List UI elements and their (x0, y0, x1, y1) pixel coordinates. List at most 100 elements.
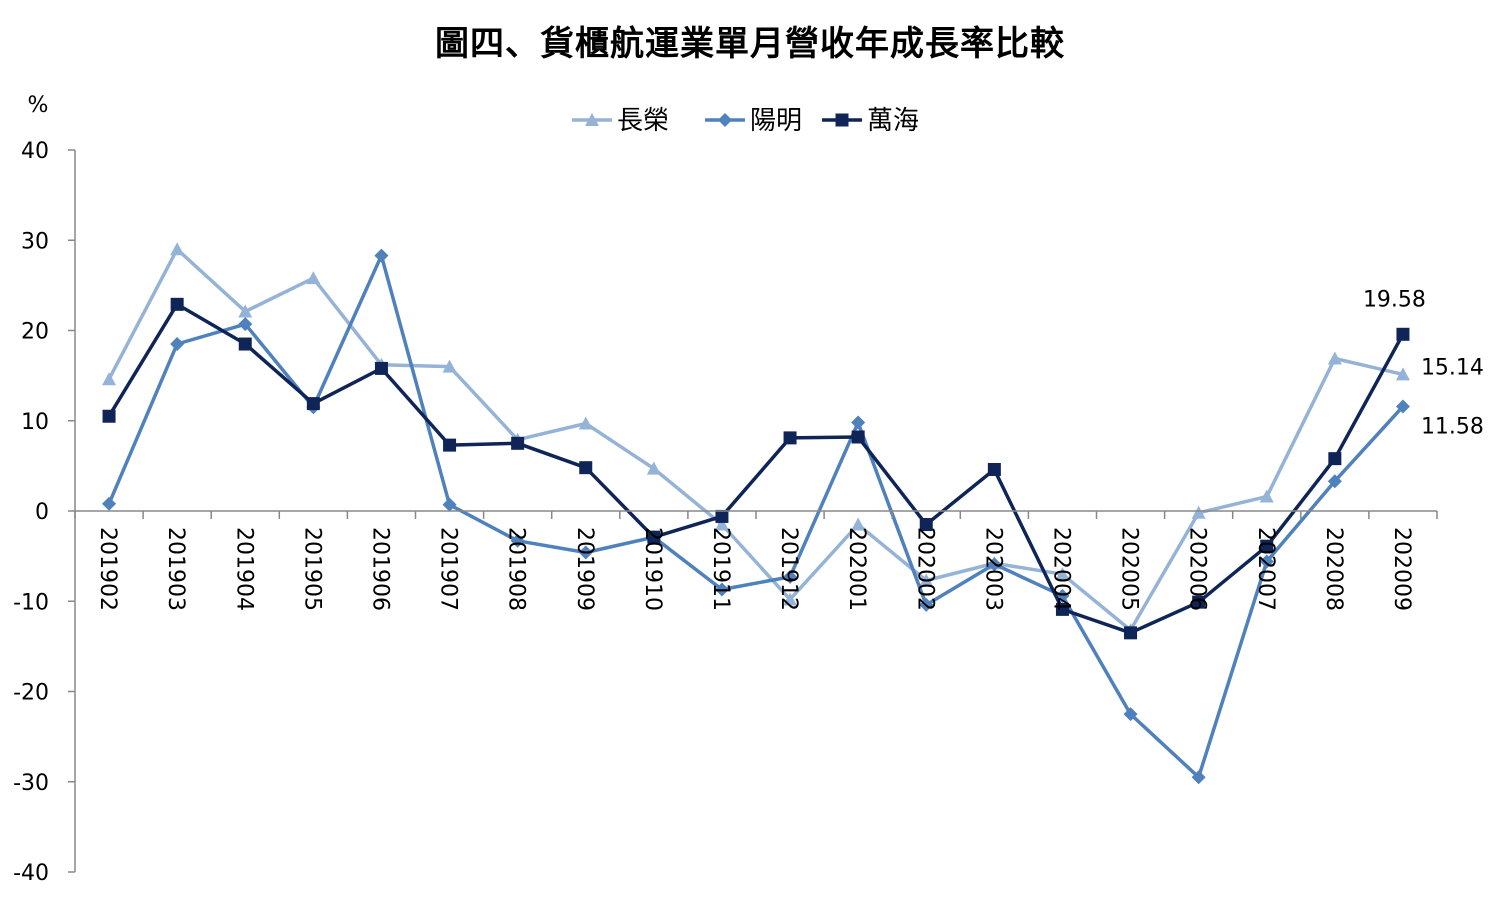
data-point-diamond (1191, 770, 1206, 785)
data-point-square (851, 430, 865, 444)
data-point-triangle (1259, 489, 1274, 503)
series-line (107, 247, 1404, 632)
legend-label: 長榮 (617, 106, 669, 136)
data-point-square (1192, 595, 1206, 609)
data-point-triangle (646, 461, 661, 475)
data-point-triangle (442, 359, 457, 373)
legend-marker-square (835, 113, 849, 127)
data-point-triangle (102, 372, 117, 386)
series-line (107, 302, 1405, 635)
data-point-diamond (170, 337, 185, 352)
data-point-square (987, 462, 1001, 476)
y-tick-label: 40 (21, 139, 49, 164)
x-tick-label: 201905 (299, 527, 324, 611)
data-point-diamond (510, 533, 525, 548)
y-tick-label: 30 (21, 229, 49, 254)
data-point-diamond (442, 497, 457, 512)
y-tick-label: -40 (13, 861, 49, 886)
legend: 長榮 陽明 萬海 (572, 106, 919, 136)
data-point-diamond (1395, 399, 1410, 414)
x-tick-label: 201902 (95, 527, 120, 611)
data-point-square (715, 509, 729, 523)
data-point-square (1055, 602, 1069, 616)
x-tick-label: 202007 (1253, 527, 1278, 611)
x-tick-label: 202009 (1389, 527, 1414, 611)
x-tick-label: 201906 (367, 527, 392, 611)
data-label: 19.58 (1363, 287, 1426, 312)
data-point-square (783, 431, 797, 445)
data-point-diamond (714, 582, 729, 597)
x-tick-label: 202003 (980, 527, 1005, 611)
data-point-diamond (374, 248, 389, 263)
y-tick-label: 0 (35, 500, 49, 525)
data-point-triangle (783, 592, 798, 606)
x-tick-label: 201912 (776, 527, 801, 611)
x-tick-label: 202008 (1321, 527, 1346, 611)
data-point-triangle (919, 573, 934, 587)
legend-label: 萬海 (867, 106, 919, 136)
data-point-triangle (170, 242, 185, 256)
data-point-diamond (578, 545, 593, 560)
data-point-triangle (306, 271, 321, 285)
x-tick-label: 201910 (640, 527, 665, 611)
data-point-diamond (238, 317, 253, 332)
x-tick-label: 201907 (436, 527, 461, 611)
data-point-diamond (102, 496, 117, 511)
x-tick-label: 201911 (708, 527, 733, 611)
series-layer (102, 242, 1410, 785)
data-point-triangle (851, 517, 866, 531)
data-point-square (102, 409, 116, 423)
data-point-square (1328, 452, 1342, 466)
data-point-triangle (1395, 367, 1410, 381)
x-tick-label: 202006 (1185, 527, 1210, 611)
data-point-triangle (1327, 351, 1342, 365)
data-point-square (1260, 539, 1274, 553)
y-tick-label: -10 (13, 590, 49, 615)
data-point-square (1124, 626, 1138, 640)
data-point-triangle (714, 517, 729, 531)
data-point-square (1396, 327, 1410, 341)
data-labels: 19.58 15.14 11.58 (1363, 287, 1484, 439)
data-point-diamond (1327, 474, 1342, 489)
data-point-square (374, 361, 388, 375)
data-point-square (306, 397, 320, 411)
data-point-triangle (238, 304, 253, 318)
legend-marker-triangle (585, 113, 599, 126)
data-point-triangle (1055, 567, 1070, 581)
x-tick-label: 202001 (844, 527, 869, 611)
x-tick-label: 202002 (912, 527, 937, 611)
data-point-diamond (1259, 554, 1274, 569)
data-point-square (919, 518, 933, 532)
data-point-square (443, 438, 457, 452)
data-point-triangle (578, 416, 593, 430)
x-tick-label: 202004 (1048, 527, 1073, 611)
x-tick-label: 202005 (1117, 527, 1142, 611)
data-point-square (511, 436, 525, 450)
x-tick-label: 201908 (504, 527, 529, 611)
legend-label: 陽明 (750, 106, 802, 136)
data-point-square (170, 297, 184, 311)
y-axis-label: % (28, 93, 49, 118)
data-label: 15.14 (1421, 355, 1484, 380)
y-tick-label: 20 (21, 320, 49, 345)
x-tick-label: 201909 (572, 527, 597, 611)
data-point-diamond (783, 569, 798, 584)
axes: 40 30 20 10 0 -10 -20 -30 -40% 201902 201903 201904… (13, 93, 1438, 886)
x-tick-label: 201904 (231, 527, 256, 611)
data-point-square (647, 530, 661, 544)
y-tick-label: -30 (13, 771, 49, 796)
x-tick-label: 201903 (163, 527, 188, 611)
y-tick-label: -20 (13, 681, 49, 706)
data-point-square (579, 461, 593, 475)
data-point-triangle (1191, 505, 1206, 519)
data-point-diamond (851, 415, 866, 430)
legend-marker-diamond (718, 113, 732, 127)
chart-title: 圖四、貨櫃航運業單月營收年成長率比較 (435, 24, 1065, 64)
y-tick-label: 10 (21, 410, 49, 435)
data-point-diamond (1123, 707, 1138, 722)
data-label: 11.58 (1421, 414, 1484, 439)
data-point-diamond (919, 597, 934, 612)
data-point-diamond (987, 557, 1002, 572)
series-line (107, 253, 1405, 779)
